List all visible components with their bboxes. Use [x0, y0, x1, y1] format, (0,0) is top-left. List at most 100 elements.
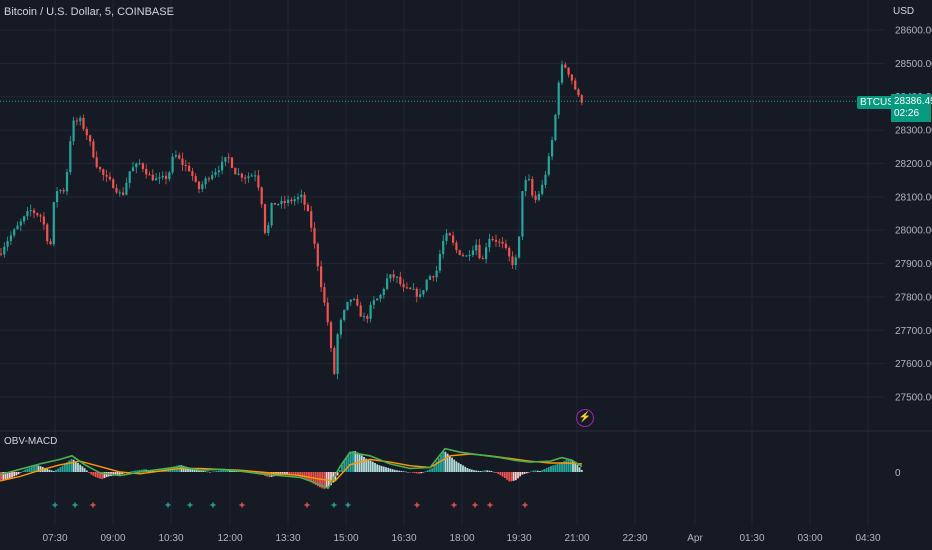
histogram-bar	[424, 471, 427, 472]
chart-title[interactable]: Bitcoin / U.S. Dollar, 5, COINBASE	[4, 6, 174, 18]
histogram-bar	[440, 454, 442, 472]
candle-down	[141, 162, 144, 173]
candle-body	[547, 156, 550, 175]
candle-body	[29, 210, 32, 212]
candle-body	[254, 175, 257, 177]
candle-down	[0, 248, 3, 257]
histogram-bar	[96, 472, 99, 478]
candle-body	[201, 184, 204, 190]
candle-up	[9, 231, 12, 245]
candle-body	[59, 190, 62, 192]
candle-body	[435, 270, 438, 278]
time-axis[interactable]: 07:30 09:00 10:30 12:00 13:30 15:00 16:30 18:00…	[42, 533, 880, 544]
candle-body	[574, 80, 577, 90]
histogram-bar	[411, 472, 414, 473]
candle-body	[69, 141, 72, 173]
time-tick-label: 13:30	[275, 533, 300, 544]
candle-up	[300, 189, 303, 204]
histogram-bar	[50, 470, 53, 472]
candle-body	[65, 172, 69, 192]
candle-body	[112, 179, 115, 189]
candle-body	[273, 202, 276, 205]
indicator-title[interactable]: OBV-MACD	[4, 436, 58, 447]
candle-body	[524, 180, 527, 192]
buy-marker	[331, 502, 337, 508]
candle-down	[326, 297, 329, 326]
candle-down	[461, 252, 465, 257]
price-tick-label: 27900.00	[895, 259, 932, 270]
time-tick-label: 15:00	[333, 533, 358, 544]
candle-body	[49, 241, 52, 245]
macd-line	[0, 447, 583, 490]
candle-body	[481, 258, 484, 260]
candle-body	[458, 250, 461, 255]
histogram-bar	[561, 462, 563, 472]
candle-down	[306, 202, 309, 212]
candle-down	[432, 275, 435, 282]
histogram-bar	[468, 468, 471, 472]
histogram-bar	[4, 472, 7, 480]
candle-body	[438, 253, 441, 271]
candle-up	[346, 301, 349, 311]
candle-up	[537, 190, 540, 202]
lightning-bolt-icon[interactable]: ⚡	[576, 409, 594, 427]
candle-up	[435, 265, 438, 282]
histogram-bar	[59, 467, 62, 472]
candle-up	[161, 171, 164, 180]
candle-up	[343, 309, 346, 322]
candle-down	[42, 212, 45, 230]
histogram-bar	[497, 472, 500, 474]
candle-down	[290, 197, 293, 205]
histogram-bar	[389, 468, 392, 472]
histogram-bar	[552, 465, 555, 472]
candle-up	[425, 278, 428, 293]
candle-body	[257, 175, 260, 188]
candle-up	[171, 153, 174, 175]
time-tick-label: 01:30	[739, 533, 764, 544]
candle-down	[491, 236, 494, 242]
buy-marker	[165, 502, 171, 508]
histogram-bar	[143, 469, 145, 472]
candle-body	[82, 117, 85, 129]
candle-up	[224, 157, 227, 167]
candle-body	[6, 241, 9, 247]
histogram-bar	[99, 472, 101, 479]
histogram-bar	[437, 458, 440, 472]
histogram-bar	[35, 464, 38, 472]
candle-down	[191, 167, 194, 181]
candle-body	[395, 276, 399, 278]
candle-body	[72, 120, 75, 142]
histogram-bar	[77, 463, 79, 472]
histogram-bar	[193, 468, 196, 472]
candle-body	[326, 302, 329, 323]
candle-body	[155, 178, 158, 181]
candle-body	[290, 199, 293, 202]
candle-down	[531, 176, 534, 198]
candle-body	[13, 229, 16, 236]
candle-body	[415, 288, 418, 297]
histogram-bar	[129, 471, 132, 472]
histogram-bar	[550, 466, 552, 472]
candle-body	[79, 117, 82, 122]
candle-body	[541, 184, 544, 194]
candle-up	[438, 249, 441, 274]
candle-up	[59, 189, 62, 194]
candle-body	[280, 200, 283, 205]
indicator-zero-label: 0	[895, 468, 901, 479]
histogram-bar	[435, 461, 438, 472]
candle-up	[3, 242, 6, 258]
price-axis[interactable]: 28600.0028500.0028400.0028300.0028200.00…	[895, 26, 932, 404]
candle-up	[514, 254, 517, 270]
candle-up	[551, 136, 554, 161]
candle-up	[475, 239, 478, 256]
histogram-bar	[46, 468, 49, 472]
candle-body	[221, 161, 224, 171]
histogram-bar	[464, 466, 467, 472]
histogram-bar	[486, 470, 489, 472]
histogram-bar	[338, 470, 341, 472]
histogram-bar	[510, 472, 513, 482]
candle-up	[56, 187, 59, 208]
candle-body	[504, 243, 507, 249]
candle-up	[412, 283, 415, 290]
